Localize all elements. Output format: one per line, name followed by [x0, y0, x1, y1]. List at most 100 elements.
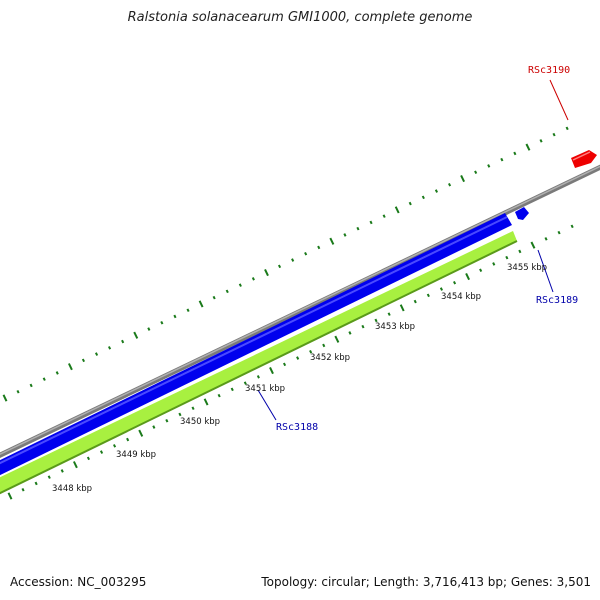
inner-tick-mark	[465, 272, 471, 281]
outer-tick-mark	[186, 308, 190, 313]
inner-tick-mark	[203, 398, 209, 406]
gene-label-rsc3188: RSc3188	[276, 422, 318, 433]
inner-tick-mark	[296, 356, 300, 360]
outer-tick-mark	[147, 327, 151, 331]
outer-tick-mark	[225, 289, 229, 294]
inner-tick-mark	[439, 287, 444, 291]
genome-summary-text: Topology: circular; Length: 3,716,413 bp…	[261, 575, 591, 589]
inner-tick-mark	[374, 318, 378, 323]
inner-tick-mark	[544, 237, 548, 241]
outer-tick-mark	[212, 295, 216, 300]
genome-backbone-highlight	[0, 165, 600, 456]
outer-tick-mark	[94, 352, 99, 356]
outer-tick-mark	[552, 132, 556, 137]
inner-tick-ring	[7, 224, 574, 500]
inner-tick-mark	[479, 268, 483, 273]
inner-tick-mark	[7, 492, 13, 500]
outer-tick-mark	[329, 237, 335, 245]
outer-tick-mark	[29, 383, 33, 388]
inner-tick-mark	[269, 366, 274, 375]
rsc3188-leader	[257, 389, 277, 421]
rsc3190-leader	[549, 79, 569, 121]
outer-tick-ring	[2, 126, 569, 402]
inner-tick-mark	[452, 280, 457, 285]
outer-tick-mark	[525, 143, 531, 151]
outer-tick-mark	[198, 300, 204, 308]
inner-tick-mark	[243, 381, 247, 385]
inner-tick-mark	[256, 375, 260, 379]
scale-label-3448: 3448 kbp	[52, 484, 92, 494]
inner-tick-mark	[21, 487, 25, 492]
inner-tick-mark	[518, 249, 522, 254]
outer-tick-mark	[160, 320, 164, 325]
inner-tick-mark	[165, 418, 169, 423]
inner-tick-mark	[86, 456, 91, 461]
inner-tick-mark	[309, 349, 313, 354]
outer-tick-mark	[434, 189, 439, 193]
outer-tick-mark	[291, 258, 295, 262]
scale-label-3450: 3450 kbp	[180, 417, 220, 427]
outer-tick-mark	[565, 126, 569, 131]
scale-label-3449: 3449 kbp	[116, 450, 156, 460]
outer-tick-mark	[408, 201, 412, 206]
outer-tick-mark	[356, 226, 360, 231]
outer-tick-mark	[394, 206, 400, 214]
gene-feature-green-band-edge	[0, 240, 518, 495]
gene-feature-green-band	[0, 231, 517, 494]
outer-tick-mark	[16, 389, 20, 394]
scale-label-3455: 3455 kbp	[507, 263, 547, 273]
outer-tick-mark	[304, 251, 308, 256]
scale-label-3451: 3451 kbp	[245, 384, 285, 394]
inner-tick-mark	[530, 241, 536, 249]
outer-tick-mark	[264, 268, 269, 277]
outer-tick-mark	[447, 182, 452, 187]
inner-tick-mark	[322, 343, 326, 348]
gene-feature-blue-band	[0, 213, 512, 476]
outer-tick-mark	[67, 363, 73, 371]
gene-label-rsc3189: RSc3189	[536, 295, 578, 306]
gene-rsc3190-arrow	[571, 150, 597, 168]
inner-tick-mark	[72, 461, 78, 469]
inner-tick-mark	[334, 335, 340, 343]
map-title: Ralstonia solanacearum GMI1000, complete…	[127, 10, 473, 25]
outer-tick-mark	[513, 151, 517, 156]
inner-tick-mark	[112, 444, 117, 448]
inner-tick-mark	[348, 331, 352, 335]
inner-tick-mark	[505, 255, 509, 260]
inner-tick-mark	[99, 450, 104, 454]
inner-tick-mark	[413, 299, 417, 304]
gene-label-rsc3190: RSc3190	[528, 65, 570, 76]
outer-tick-mark	[42, 377, 46, 381]
outer-tick-mark	[2, 394, 8, 402]
outer-tick-mark	[460, 174, 466, 183]
outer-tick-mark	[500, 157, 504, 162]
accession-text: Accession: NC_003295	[10, 575, 147, 589]
outer-tick-mark	[121, 339, 125, 344]
outer-tick-mark	[343, 233, 347, 237]
outer-tick-mark	[133, 331, 139, 339]
inner-tick-mark	[387, 312, 391, 316]
inner-tick-mark	[492, 262, 496, 266]
outer-tick-mark	[81, 358, 86, 363]
inner-tick-mark	[138, 429, 144, 437]
outer-tick-mark	[317, 245, 321, 250]
inner-tick-mark	[126, 437, 130, 442]
scale-label-3453: 3453 kbp	[375, 322, 415, 332]
inner-tick-mark	[217, 393, 221, 398]
outer-tick-mark	[487, 164, 491, 168]
inner-tick-mark	[426, 293, 430, 298]
gene-rsc3189-arrow	[515, 207, 529, 220]
inner-tick-mark	[361, 324, 365, 329]
outer-tick-mark	[277, 264, 282, 269]
inner-tick-mark	[60, 469, 64, 473]
outer-tick-mark	[474, 170, 478, 175]
outer-tick-mark	[382, 214, 386, 218]
outer-tick-mark	[251, 277, 255, 281]
inner-tick-mark	[557, 230, 561, 235]
gene-feature-blue-band-highlight	[0, 216, 508, 465]
outer-tick-mark	[421, 195, 425, 200]
inner-tick-mark	[152, 425, 156, 429]
outer-tick-mark	[173, 314, 177, 319]
